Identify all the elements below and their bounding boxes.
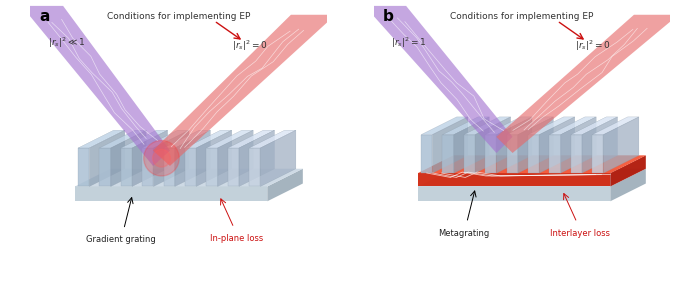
- Polygon shape: [75, 186, 267, 201]
- Circle shape: [153, 149, 170, 167]
- Polygon shape: [185, 130, 232, 148]
- Polygon shape: [610, 169, 646, 201]
- Polygon shape: [365, 6, 512, 153]
- Text: a: a: [39, 9, 50, 24]
- Polygon shape: [570, 117, 617, 135]
- Polygon shape: [518, 117, 554, 173]
- Polygon shape: [550, 135, 561, 173]
- Polygon shape: [175, 130, 211, 186]
- Polygon shape: [99, 130, 146, 148]
- Polygon shape: [132, 130, 167, 186]
- Polygon shape: [418, 169, 646, 186]
- Polygon shape: [153, 130, 189, 186]
- Polygon shape: [592, 117, 639, 135]
- Polygon shape: [528, 117, 575, 135]
- Polygon shape: [496, 117, 532, 173]
- Polygon shape: [561, 117, 596, 173]
- Polygon shape: [475, 117, 510, 173]
- Text: Metagrating: Metagrating: [438, 229, 489, 238]
- Polygon shape: [418, 155, 646, 173]
- Polygon shape: [22, 6, 170, 166]
- Polygon shape: [496, 15, 678, 153]
- Circle shape: [144, 140, 179, 176]
- Polygon shape: [582, 117, 617, 173]
- Polygon shape: [418, 155, 646, 173]
- Text: Gradient grating: Gradient grating: [86, 235, 155, 244]
- Text: Conditions for implementing EP: Conditions for implementing EP: [107, 12, 250, 21]
- Text: $|r_{s}|^{2} = 0$: $|r_{s}|^{2} = 0$: [232, 38, 267, 53]
- Polygon shape: [196, 130, 232, 186]
- Polygon shape: [206, 148, 218, 186]
- Polygon shape: [164, 130, 211, 148]
- Polygon shape: [433, 117, 468, 173]
- Polygon shape: [153, 15, 335, 166]
- Polygon shape: [464, 117, 510, 135]
- Polygon shape: [78, 148, 90, 186]
- Polygon shape: [442, 135, 454, 173]
- Polygon shape: [218, 130, 253, 186]
- Polygon shape: [99, 148, 111, 186]
- Polygon shape: [528, 135, 539, 173]
- Text: $|r_{s}|^{2} \ll 1$: $|r_{s}|^{2} \ll 1$: [48, 36, 86, 50]
- Polygon shape: [485, 117, 532, 135]
- Polygon shape: [142, 130, 189, 148]
- Polygon shape: [421, 117, 468, 135]
- Polygon shape: [267, 169, 303, 201]
- Text: b: b: [382, 9, 393, 24]
- Text: $|r_{s}|^{2} = 1$: $|r_{s}|^{2} = 1$: [391, 36, 427, 50]
- Text: Interlayer loss: Interlayer loss: [550, 229, 610, 237]
- Polygon shape: [418, 186, 610, 201]
- Polygon shape: [464, 135, 475, 173]
- Polygon shape: [570, 135, 582, 173]
- Polygon shape: [78, 130, 125, 148]
- Polygon shape: [539, 117, 575, 173]
- Polygon shape: [442, 117, 489, 135]
- Text: Conditions for implementing EP: Conditions for implementing EP: [450, 12, 593, 21]
- Polygon shape: [75, 169, 303, 186]
- Polygon shape: [421, 135, 433, 173]
- Polygon shape: [365, 6, 512, 153]
- Polygon shape: [153, 15, 335, 166]
- Polygon shape: [496, 15, 678, 153]
- Polygon shape: [164, 148, 175, 186]
- Polygon shape: [111, 130, 146, 186]
- Text: $|r_{s}|^{2} = 0$: $|r_{s}|^{2} = 0$: [575, 38, 610, 53]
- Text: In-plane loss: In-plane loss: [210, 234, 264, 243]
- Polygon shape: [249, 130, 296, 148]
- Polygon shape: [142, 148, 153, 186]
- Polygon shape: [454, 117, 489, 173]
- Polygon shape: [239, 130, 274, 186]
- Polygon shape: [260, 130, 296, 186]
- Polygon shape: [507, 135, 518, 173]
- Polygon shape: [592, 135, 603, 173]
- Polygon shape: [228, 148, 239, 186]
- Polygon shape: [610, 155, 646, 186]
- Polygon shape: [228, 130, 274, 148]
- Polygon shape: [507, 117, 554, 135]
- Polygon shape: [550, 117, 596, 135]
- Polygon shape: [121, 148, 132, 186]
- Polygon shape: [603, 117, 639, 173]
- Polygon shape: [90, 130, 125, 186]
- Polygon shape: [485, 135, 496, 173]
- Polygon shape: [185, 148, 196, 186]
- Polygon shape: [249, 148, 260, 186]
- Polygon shape: [121, 130, 167, 148]
- Polygon shape: [418, 173, 610, 186]
- Polygon shape: [206, 130, 253, 148]
- Polygon shape: [22, 6, 170, 166]
